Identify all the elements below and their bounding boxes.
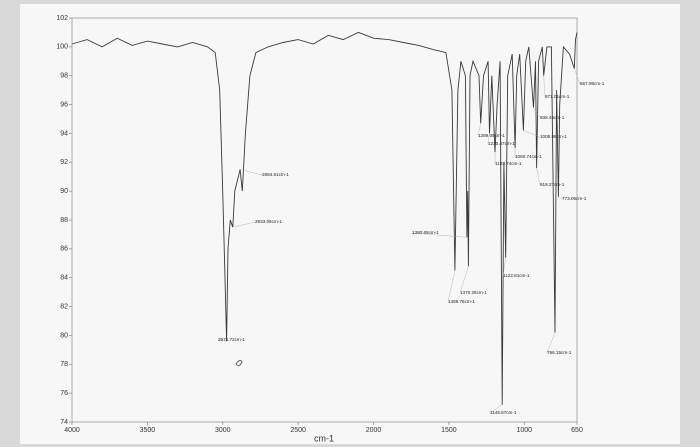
- annotation-label: 918.27cm-1: [540, 182, 565, 187]
- annotation-leader: [217, 339, 227, 342]
- y-tick-label: 90: [60, 188, 68, 195]
- annotation-label: 1459.76cm-1: [448, 299, 475, 304]
- annotation-leader: [232, 221, 256, 228]
- annotation-label: 773.06cm-1: [562, 196, 587, 201]
- annotation-leader: [546, 332, 556, 354]
- y-tick-label: 82: [60, 303, 68, 310]
- annotation-leader: [536, 168, 541, 186]
- y-tick-label: 100: [56, 44, 68, 51]
- y-tick-label: 86: [60, 246, 68, 253]
- annotation-label: 2974.72cm-1: [218, 337, 245, 342]
- annotation-leader: [459, 266, 469, 294]
- annotation-label: 796.15cm-1: [547, 350, 572, 355]
- y-tick-label: 96: [60, 101, 68, 108]
- y-tick-label: 92: [60, 159, 68, 166]
- cursor-icon: [235, 359, 243, 367]
- annotation-leader: [447, 270, 456, 303]
- annotation-label: 1005.86cm-1: [540, 134, 567, 139]
- x-tick-label: 2000: [366, 427, 382, 434]
- annotation-label: 1230.47cm-1: [488, 141, 515, 146]
- annotation-leader: [574, 68, 581, 85]
- y-tick-label: 78: [60, 361, 68, 368]
- annotation-label: 1289.09cm-1: [478, 133, 505, 138]
- x-tick-label: 4000: [64, 427, 80, 434]
- y-tick-label: 84: [60, 275, 68, 282]
- x-tick-label: 650: [571, 427, 583, 434]
- annotation-label: 1193.74cm-1: [495, 161, 522, 166]
- y-tick-label: 76: [60, 390, 68, 397]
- annotation-leader: [411, 232, 467, 238]
- y-tick-label: 80: [60, 332, 68, 339]
- annotation-leader: [543, 75, 546, 98]
- y-tick-label: 88: [60, 217, 68, 224]
- annotation-leader: [477, 123, 481, 137]
- x-tick-label: 2500: [290, 427, 306, 434]
- annotation-label: 667.96cm-1: [580, 81, 605, 86]
- annotation-leader: [533, 107, 541, 119]
- annotation-label: 1380.69cm-1: [412, 230, 439, 235]
- y-tick-label: 98: [60, 73, 68, 80]
- y-tick-label: 74: [60, 419, 68, 426]
- x-tick-label: 1500: [441, 427, 457, 434]
- annotation-leader: [489, 404, 503, 414]
- annotation-leader: [240, 169, 263, 176]
- annotation-leader: [558, 196, 563, 200]
- annotation-leader: [502, 257, 506, 277]
- y-tick-label: 94: [60, 130, 68, 137]
- annotation-label: 2884.61cm-1: [262, 172, 289, 177]
- annotation-leader: [487, 133, 490, 145]
- annotation-label: 938.45cm-1: [540, 115, 565, 120]
- annotation-label: 1370.28cm-1: [460, 290, 487, 295]
- x-tick-label: 1000: [516, 427, 532, 434]
- annotation-leader: [523, 130, 541, 138]
- annotation-label: 1145.87cm-1: [490, 410, 517, 415]
- y-tick-label: 102: [56, 15, 68, 22]
- x-axis-label: cm-1: [314, 433, 334, 443]
- annotation-label: 871.01cm-1: [545, 94, 570, 99]
- annotation-label: 2933.06cm-1: [255, 219, 282, 224]
- annotation-label: 1122.81cm-1: [503, 273, 530, 278]
- spectrum-line: [71, 31, 578, 405]
- x-tick-label: 3500: [140, 427, 156, 434]
- screen: [20, 4, 680, 444]
- x-tick-label: 3000: [215, 427, 231, 434]
- annotation-label: 1060.74cm-1: [515, 154, 542, 159]
